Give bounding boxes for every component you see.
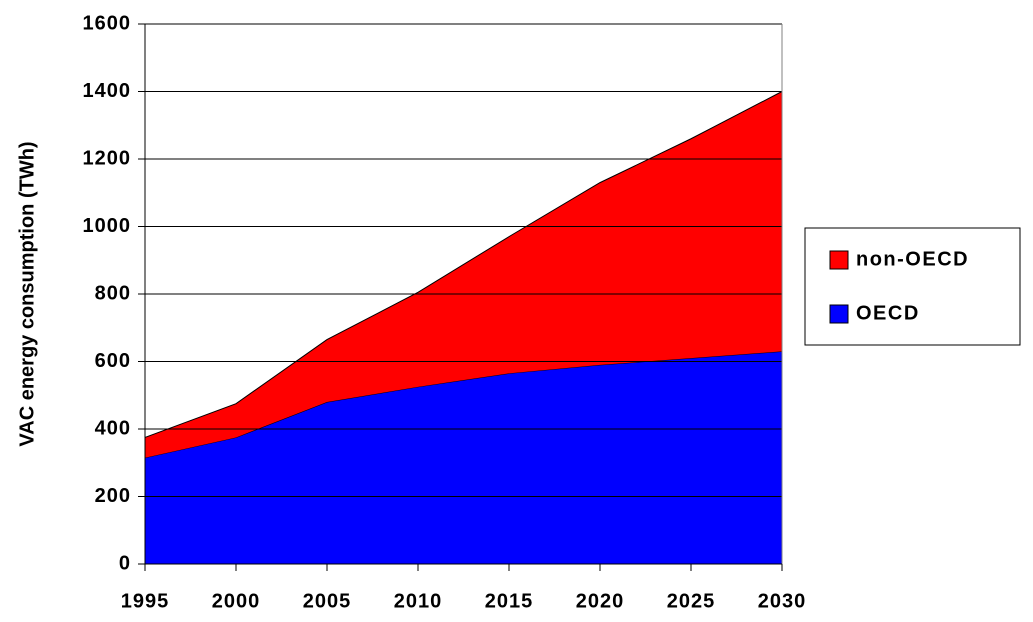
area [145, 351, 782, 564]
x-tick-label: 2020 [576, 590, 625, 612]
legend-label: OECD [856, 302, 920, 324]
y-tick-label: 200 [95, 485, 131, 507]
y-tick-label: 1000 [83, 215, 132, 237]
x-tick-label: 2025 [667, 590, 716, 612]
y-tick-label: 600 [95, 350, 131, 372]
legend-swatch [829, 250, 849, 270]
x-tick-label: 2015 [485, 590, 534, 612]
area [145, 91, 782, 458]
legend-label: non-OECD [856, 248, 969, 270]
x-tick-label: 1995 [121, 590, 170, 612]
legend: non-OECD OECD [829, 248, 969, 324]
x-tick-label: 2010 [394, 590, 443, 612]
y-tick-label: 1600 [83, 12, 132, 34]
y-axis-label: VAC energy consumption (TWh) [16, 141, 38, 446]
plot-area: 0 200 400 600 800 1000 1200 1400 1600 1995 2000 200… [83, 12, 807, 612]
y-tick-label: 1200 [83, 147, 132, 169]
x-tick-label: 2030 [758, 590, 807, 612]
x-tick-label: 2005 [303, 590, 352, 612]
y-tick-label: 800 [95, 282, 131, 304]
area-edge [144, 91, 783, 438]
y-tick-label: 400 [95, 417, 131, 439]
legend-box [804, 227, 1021, 346]
x-tick-label: 2000 [212, 590, 261, 612]
y-tick-label: 1400 [83, 80, 132, 102]
y-tick-label: 0 [119, 552, 131, 574]
legend-swatch [829, 304, 849, 324]
